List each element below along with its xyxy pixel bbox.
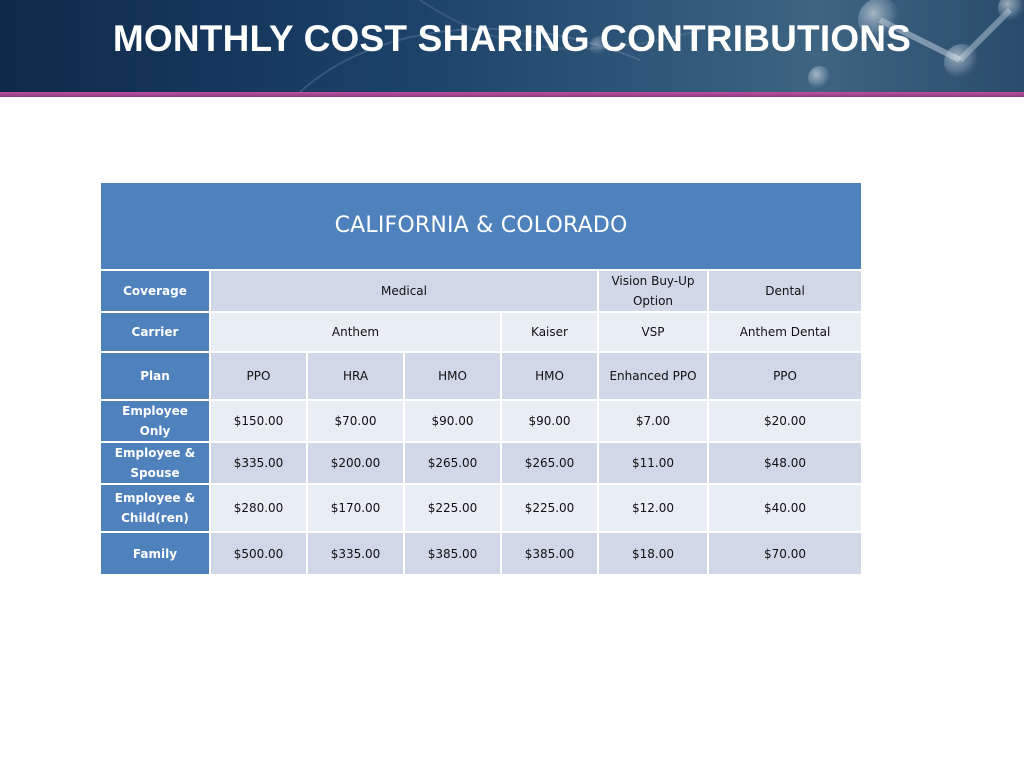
plan-cell: HRA (306, 351, 405, 401)
plan-cell: PPO (706, 351, 864, 401)
carrier-vsp: VSP (597, 311, 709, 353)
contribution-cell: $265.00 (500, 441, 599, 485)
contribution-cell: $18.00 (597, 531, 709, 576)
coverage-medical: Medical (209, 269, 599, 313)
tier-label: Employee Only (99, 399, 211, 443)
contribution-cell: $11.00 (597, 441, 709, 485)
table-row: Employee & Spouse $335.00 $200.00 $265.0… (99, 441, 864, 485)
table-title-row: CALIFORNIA & COLORADO (98, 181, 864, 271)
contribution-cell: $12.00 (597, 483, 709, 533)
carrier-kaiser: Kaiser (500, 311, 599, 353)
plan-cell: PPO (209, 351, 308, 401)
contributions-table-container: CALIFORNIA & COLORADO Coverage Medical V… (98, 181, 864, 576)
contribution-cell: $500.00 (209, 531, 308, 576)
contribution-cell: $385.00 (500, 531, 599, 576)
plan-label: Plan (99, 351, 211, 401)
table-row: Employee Only $150.00 $70.00 $90.00 $90.… (99, 399, 864, 443)
region-title: CALIFORNIA & COLORADO (98, 181, 864, 271)
carrier-row: Carrier Anthem Kaiser VSP Anthem Dental (99, 311, 864, 353)
contribution-cell: $7.00 (597, 399, 709, 443)
contribution-cell: $200.00 (306, 441, 405, 485)
contribution-cell: $48.00 (706, 441, 864, 485)
table-row: Employee & Child(ren) $280.00 $170.00 $2… (99, 483, 864, 533)
carrier-label: Carrier (99, 311, 211, 353)
contribution-cell: $90.00 (403, 399, 502, 443)
table-row: Family $500.00 $335.00 $385.00 $385.00 $… (99, 531, 864, 576)
plan-cell: Enhanced PPO (597, 351, 709, 401)
contribution-cell: $225.00 (500, 483, 599, 533)
contribution-cell: $40.00 (706, 483, 864, 533)
carrier-anthem-dental: Anthem Dental (706, 311, 864, 353)
tier-label: Family (99, 531, 211, 576)
title-banner: MONTHLY COST SHARING CONTRIBUTIONS (0, 0, 1024, 92)
contribution-cell: $225.00 (403, 483, 502, 533)
carrier-anthem: Anthem (209, 311, 502, 353)
molecule-decoration-graphic (299, 0, 1024, 92)
plan-cell: HMO (403, 351, 502, 401)
coverage-row: Coverage Medical Vision Buy-Up Option De… (99, 269, 864, 313)
coverage-vision: Vision Buy-Up Option (597, 269, 709, 313)
plan-cell: HMO (500, 351, 599, 401)
contribution-cell: $70.00 (706, 531, 864, 576)
contribution-cell: $280.00 (209, 483, 308, 533)
coverage-label: Coverage (99, 269, 211, 313)
contribution-cell: $150.00 (209, 399, 308, 443)
page-title: MONTHLY COST SHARING CONTRIBUTIONS (112, 18, 912, 59)
contribution-cell: $170.00 (306, 483, 405, 533)
contribution-cell: $385.00 (403, 531, 502, 576)
contribution-cell: $90.00 (500, 399, 599, 443)
accent-stripe (0, 92, 1024, 97)
contributions-table: CALIFORNIA & COLORADO Coverage Medical V… (98, 181, 864, 576)
plan-row: Plan PPO HRA HMO HMO Enhanced PPO PPO (99, 351, 864, 401)
tier-label: Employee & Child(ren) (99, 483, 211, 533)
contribution-cell: $70.00 (306, 399, 405, 443)
contribution-cell: $335.00 (306, 531, 405, 576)
contribution-cell: $265.00 (403, 441, 502, 485)
contribution-cell: $20.00 (706, 399, 864, 443)
contribution-cell: $335.00 (209, 441, 308, 485)
coverage-dental: Dental (706, 269, 864, 313)
tier-label: Employee & Spouse (99, 441, 211, 485)
